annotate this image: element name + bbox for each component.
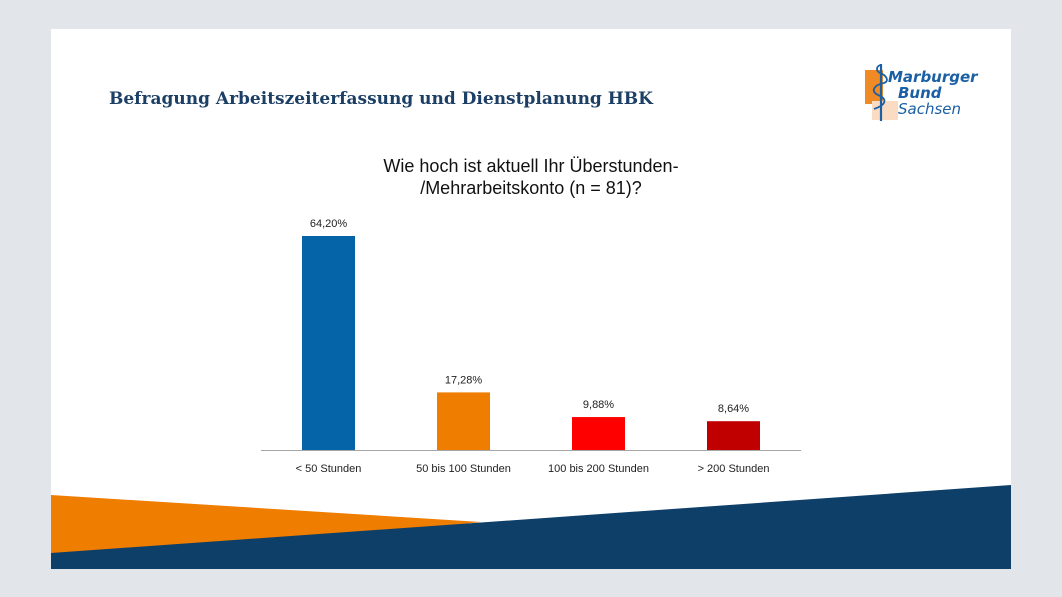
logo-line-2: Bund (898, 84, 942, 102)
category-label-1: 50 bis 100 Stunden (416, 463, 511, 475)
bar-1 (437, 392, 490, 450)
category-label-2: 100 bis 200 Stunden (548, 463, 649, 475)
data-label-2: 9,88% (583, 399, 614, 411)
logo-line-1: Marburger (888, 68, 978, 86)
category-label-0: < 50 Stunden (296, 463, 362, 475)
aesculapius-staff-icon (865, 64, 898, 121)
marburger-bund-logo: Marburger Bund Sachsen (864, 61, 992, 123)
data-label-0: 64,20% (310, 218, 348, 230)
footer-navy-band (51, 485, 1011, 569)
data-label-3: 8,64% (718, 403, 749, 415)
footer-decoration (51, 485, 1011, 569)
logo-line-3: Sachsen (898, 100, 962, 118)
bar-2 (572, 417, 625, 450)
data-label-1: 17,28% (445, 374, 483, 386)
bar-chart: 64,20% < 50 Stunden 17,28% 50 bis 100 Stund… (261, 218, 801, 475)
chart-title: Wie hoch ist aktuell Ihr Überstunden- /M… (281, 155, 781, 199)
slide-title: Befragung Arbeitszeiterfassung und Diens… (109, 89, 653, 109)
category-label-3: > 200 Stunden (698, 463, 770, 475)
chart-title-line-1: Wie hoch ist aktuell Ihr Überstunden- (383, 156, 679, 176)
chart-title-line-2: /Mehrarbeitskonto (n = 81)? (420, 178, 642, 198)
bar-3 (707, 421, 760, 450)
slide: Befragung Arbeitszeiterfassung und Diens… (51, 29, 1011, 569)
bar-0 (302, 236, 355, 450)
